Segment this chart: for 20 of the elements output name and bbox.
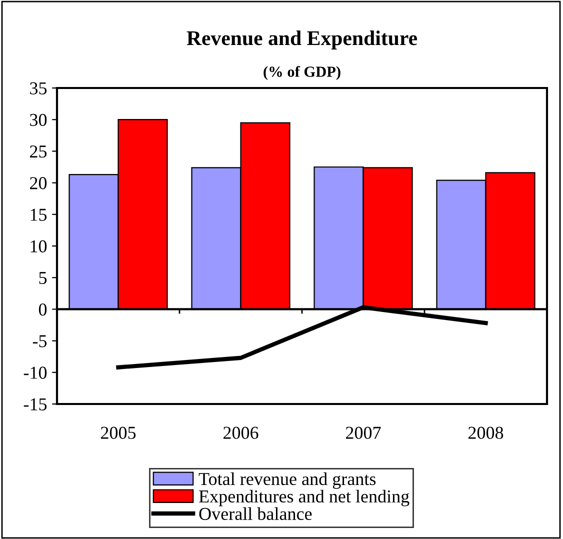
legend-label: Total revenue and grants (198, 472, 376, 489)
y-tick-label: -15 (24, 398, 47, 410)
y-tick-label: 5 (39, 272, 47, 284)
x-tick-label: 2007 (346, 426, 381, 439)
y-tick-label: 15 (30, 208, 47, 221)
y-tick-label: 25 (30, 146, 47, 158)
y-tick-label: 20 (30, 177, 47, 190)
chart-subtitle: (% of GDP) (264, 66, 340, 80)
chart-title: Revenue and Expenditure (186, 30, 418, 50)
y-tick-label: -10 (24, 366, 47, 379)
x-tick-label: 2005 (100, 426, 136, 439)
x-tick-label: 2006 (223, 426, 258, 439)
legend-label: Overall balance (199, 507, 312, 520)
y-tick-label: -5 (32, 335, 47, 348)
legend-label: Expenditures and net lending (199, 490, 410, 506)
y-tick-label: 35 (30, 82, 47, 94)
y-tick-label: 30 (30, 114, 47, 126)
x-tick-label: 2008 (468, 426, 504, 439)
y-tick-label: 10 (30, 240, 47, 252)
y-tick-label: 0 (38, 303, 47, 316)
